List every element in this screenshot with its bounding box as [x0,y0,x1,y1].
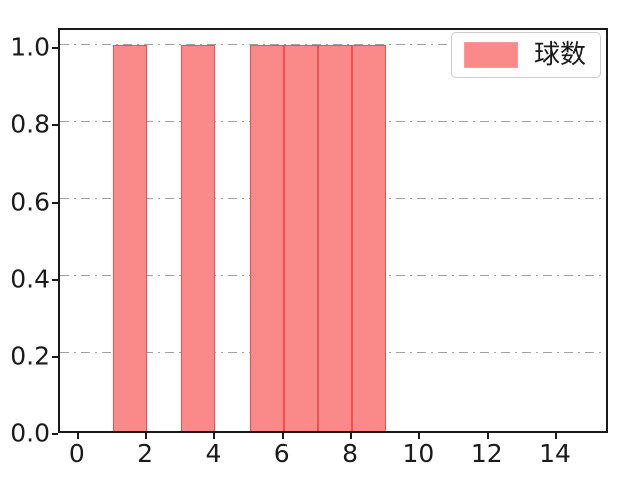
x-tick-mark [555,433,558,439]
legend: 球数 [451,32,602,78]
x-tick-label: 2 [137,439,154,468]
x-tick-mark [418,433,421,439]
bar [181,45,216,431]
legend-swatch-pitch-count [464,42,518,68]
bar [249,45,284,431]
plot-area [58,28,608,433]
y-tick-mark [52,355,58,358]
x-tick-label: 6 [273,439,290,468]
x-tick-mark [213,433,216,439]
y-tick-mark [52,433,58,435]
x-tick-mark [486,433,489,439]
bar [283,45,318,431]
y-tick-label: 0.2 [10,341,50,371]
x-tick-label: 4 [205,439,222,468]
x-tick-mark [76,433,79,439]
y-tick-mark [52,47,58,50]
x-tick-label: 0 [68,439,85,468]
y-tick-label: 1.0 [10,32,50,62]
y-tick-mark [52,124,58,127]
x-tick-mark [145,433,148,439]
x-tick-label: 12 [470,439,503,468]
x-tick-mark [350,433,353,439]
y-tick-label: 0.0 [10,418,50,448]
legend-label-pitch-count: 球数 [534,40,587,70]
bar [317,45,353,431]
y-tick-mark [52,278,58,281]
bar [352,45,387,431]
x-tick-label: 14 [539,439,571,468]
y-tick-mark [52,201,58,204]
y-tick-label: 0.6 [10,187,50,217]
bar [112,45,148,431]
x-tick-label: 8 [342,439,359,468]
y-tick-label: 0.8 [10,109,50,139]
x-tick-label: 10 [402,439,435,468]
gridline-y [60,43,606,46]
y-tick-label: 0.4 [10,264,50,294]
x-tick-mark [281,433,284,439]
